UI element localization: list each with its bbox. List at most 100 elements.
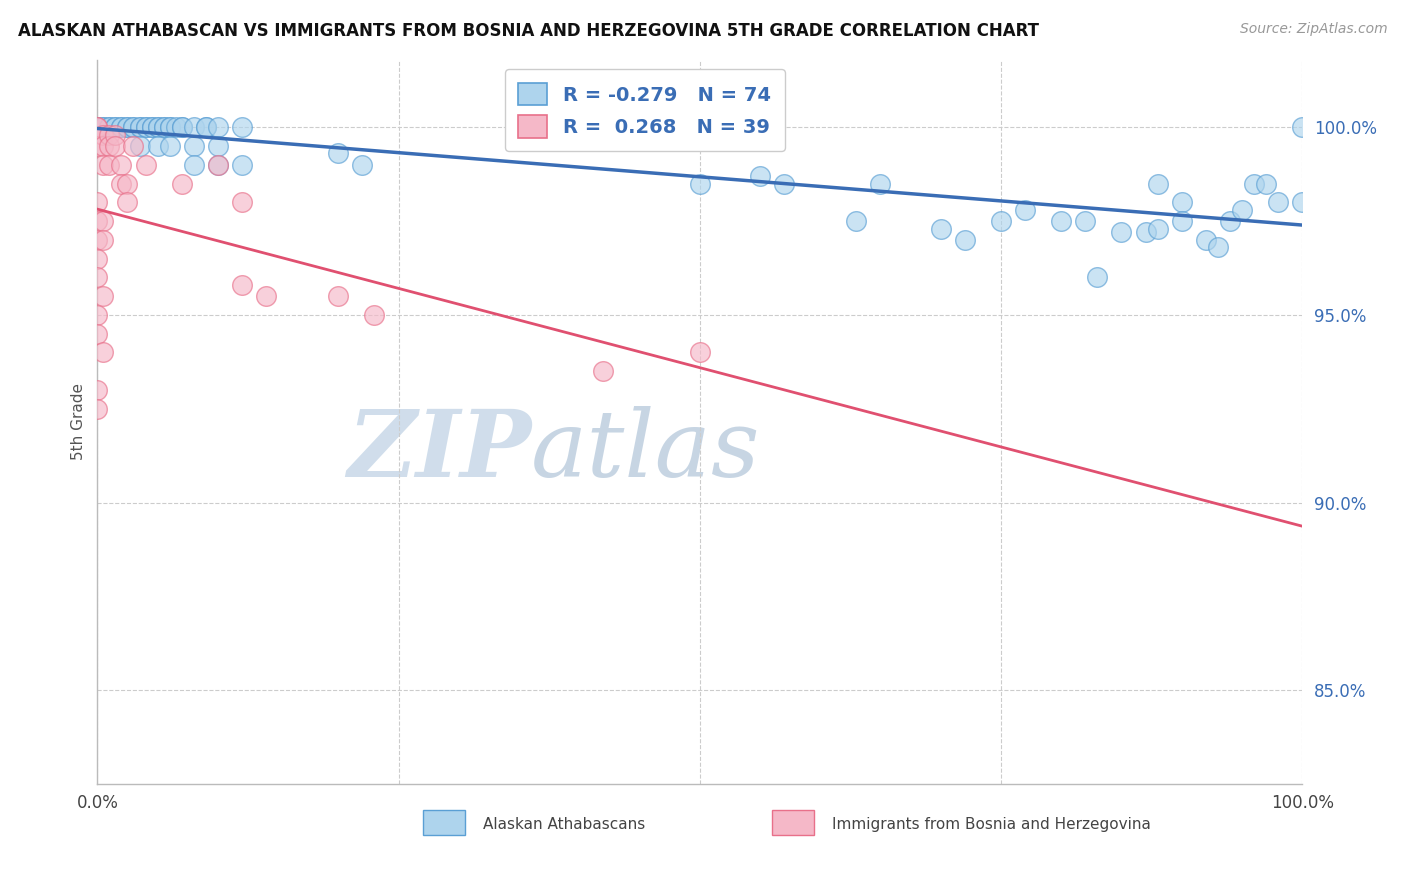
Point	[98, 139, 121, 153]
Point	[773, 177, 796, 191]
Point	[93, 233, 115, 247]
Point	[128, 120, 150, 135]
Point	[110, 120, 132, 135]
Point	[207, 120, 229, 135]
Point	[86, 195, 108, 210]
Point	[159, 120, 181, 135]
Point	[1170, 195, 1192, 210]
Point	[1170, 214, 1192, 228]
Point	[86, 252, 108, 266]
Point	[183, 158, 205, 172]
Point	[231, 120, 253, 135]
Point	[110, 120, 132, 135]
Point	[990, 214, 1012, 228]
Point	[86, 120, 108, 135]
Point	[86, 233, 108, 247]
Point	[254, 289, 277, 303]
Point	[170, 120, 193, 135]
Point	[86, 270, 108, 285]
Point	[1111, 225, 1133, 239]
Point	[104, 128, 127, 142]
Point	[207, 139, 229, 153]
Point	[86, 120, 108, 135]
Legend: R = -0.279   N = 74, R =  0.268   N = 39: R = -0.279 N = 74, R = 0.268 N = 39	[505, 70, 785, 151]
Point	[128, 120, 150, 135]
Text: atlas: atlas	[531, 406, 761, 496]
Point	[86, 383, 108, 397]
Point	[231, 158, 253, 172]
Point	[86, 308, 108, 322]
Point	[93, 214, 115, 228]
Point	[1243, 177, 1265, 191]
Point	[929, 221, 952, 235]
Point	[207, 158, 229, 172]
Point	[159, 120, 181, 135]
Point	[86, 401, 108, 416]
Point	[135, 120, 157, 135]
Point	[328, 146, 350, 161]
Point	[749, 169, 772, 183]
Point	[117, 120, 139, 135]
Point	[1206, 240, 1229, 254]
Point	[1230, 202, 1253, 217]
Point	[93, 120, 115, 135]
Point	[689, 177, 711, 191]
Point	[86, 139, 108, 153]
Point	[86, 214, 108, 228]
Point	[1146, 221, 1168, 235]
Point	[98, 128, 121, 142]
Point	[135, 158, 157, 172]
Point	[1146, 177, 1168, 191]
Point	[152, 120, 174, 135]
Point	[869, 177, 891, 191]
Point	[352, 158, 374, 172]
Point	[1195, 233, 1218, 247]
Point	[86, 120, 108, 135]
Point	[159, 139, 181, 153]
Point	[110, 158, 132, 172]
Point	[122, 139, 145, 153]
Text: Source: ZipAtlas.com: Source: ZipAtlas.com	[1240, 22, 1388, 37]
Point	[1291, 120, 1313, 135]
Point	[544, 120, 567, 135]
Point	[1014, 202, 1036, 217]
Point	[165, 120, 187, 135]
Point	[231, 195, 253, 210]
Point	[953, 233, 976, 247]
Point	[363, 308, 385, 322]
Point	[141, 120, 163, 135]
Point	[1219, 214, 1241, 228]
Point	[93, 120, 115, 135]
Point	[104, 139, 127, 153]
Point	[98, 158, 121, 172]
Point	[1085, 270, 1108, 285]
FancyBboxPatch shape	[423, 810, 465, 835]
Point	[845, 214, 868, 228]
Point	[93, 139, 115, 153]
Point	[170, 177, 193, 191]
Point	[170, 120, 193, 135]
Point	[1254, 177, 1277, 191]
Point	[146, 120, 169, 135]
Point	[183, 139, 205, 153]
Point	[1135, 225, 1157, 239]
Point	[194, 120, 217, 135]
Point	[183, 120, 205, 135]
Point	[104, 120, 127, 135]
Point	[122, 120, 145, 135]
Point	[141, 120, 163, 135]
Point	[122, 120, 145, 135]
Point	[128, 139, 150, 153]
Point	[93, 128, 115, 142]
Point	[194, 120, 217, 135]
Y-axis label: 5th Grade: 5th Grade	[72, 384, 86, 460]
Point	[1291, 195, 1313, 210]
Text: ZIP: ZIP	[347, 406, 531, 496]
Point	[1050, 214, 1073, 228]
Point	[207, 158, 229, 172]
Point	[98, 120, 121, 135]
Point	[98, 120, 121, 135]
Point	[152, 120, 174, 135]
Point	[117, 177, 139, 191]
Point	[146, 120, 169, 135]
